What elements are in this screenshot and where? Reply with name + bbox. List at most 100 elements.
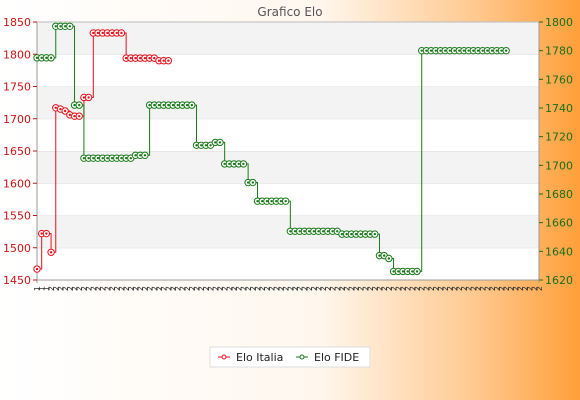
x-tick-label: 2: [272, 286, 281, 291]
x-tick-label: 2: [230, 286, 239, 291]
x-tick-label: 2: [526, 286, 535, 291]
data-point-center: [406, 270, 409, 273]
x-tick-label: 2: [314, 286, 323, 291]
data-point-center: [167, 59, 170, 62]
data-point-center: [110, 156, 114, 160]
data-point-center: [124, 156, 128, 160]
x-tick-label: 2: [310, 286, 319, 291]
y-right-tick-label: 1620: [545, 274, 573, 287]
x-tick-label: 2: [493, 286, 502, 291]
data-point-center: [143, 154, 147, 157]
x-tick-label: 2: [413, 286, 422, 291]
data-point-center: [204, 144, 208, 147]
x-tick-label: 2: [521, 286, 530, 291]
x-tick-label: 2: [61, 286, 70, 291]
data-point-center: [87, 156, 90, 160]
x-tick-label: 1: [38, 286, 47, 291]
x-tick-label: 2: [193, 286, 202, 291]
y-right-tick-label: 1700: [545, 159, 573, 172]
data-point-center: [284, 199, 287, 203]
data-point-center: [134, 154, 137, 157]
x-tick-label: 2: [347, 286, 356, 291]
data-point-center: [129, 156, 133, 160]
data-point-center: [129, 56, 133, 60]
x-tick-label: 2: [324, 286, 333, 291]
data-point-center: [495, 49, 498, 52]
legend-swatch-marker: [221, 354, 227, 360]
x-tick-label: 2: [399, 286, 408, 291]
x-tick-label: 2: [277, 286, 286, 291]
x-tick-label: 2: [282, 286, 291, 291]
data-point-center: [317, 230, 320, 233]
data-point-center: [481, 49, 484, 52]
x-tick-label: 2: [357, 286, 366, 291]
data-point-center: [49, 251, 53, 254]
x-tick-label: 2: [394, 286, 403, 291]
x-tick-label: 2: [535, 286, 544, 291]
data-point-center: [87, 96, 90, 99]
data-point-center: [190, 103, 194, 107]
x-tick-label: 2: [239, 286, 248, 291]
x-tick-label: 2: [300, 286, 309, 291]
data-point-center: [35, 56, 39, 60]
data-point-center: [490, 49, 494, 52]
data-point-center: [200, 144, 203, 147]
data-point-center: [63, 109, 67, 113]
data-point-center: [307, 230, 311, 233]
x-tick-label: 2: [258, 286, 267, 291]
data-point-center: [382, 254, 386, 257]
x-tick-label: 2: [497, 286, 506, 291]
data-point-center: [251, 181, 255, 184]
x-tick-label: 2: [483, 286, 492, 291]
x-tick-label: 2: [113, 286, 122, 291]
data-point-center: [148, 103, 151, 107]
data-point-center: [359, 232, 362, 236]
data-point-center: [364, 232, 367, 236]
data-point-center: [303, 230, 306, 233]
x-tick-label: 2: [235, 286, 244, 291]
x-tick-label: 2: [469, 286, 478, 291]
data-point-center: [162, 59, 165, 62]
x-tick-label: 2: [117, 286, 126, 291]
x-tick-label: 2: [136, 286, 145, 291]
x-tick-label: 2: [474, 286, 483, 291]
data-point-center: [340, 232, 344, 236]
data-point-center: [500, 49, 503, 52]
x-tick-label: 2: [479, 286, 488, 291]
data-point-center: [115, 156, 118, 160]
data-point-center: [289, 230, 292, 233]
x-tick-label: 2: [380, 286, 389, 291]
data-point-center: [439, 49, 442, 52]
data-point-center: [45, 232, 48, 235]
data-point-center: [458, 49, 461, 52]
x-tick-label: 2: [441, 286, 450, 291]
x-tick-label: 2: [221, 286, 230, 291]
y-left-tick-label: 1800: [3, 48, 31, 61]
data-point-center: [181, 103, 184, 107]
data-point-center: [420, 49, 423, 52]
x-tick-label: 2: [160, 286, 169, 291]
x-tick-label: 1: [33, 286, 42, 291]
x-tick-label: 2: [164, 286, 173, 291]
x-tick-label: 2: [183, 286, 192, 291]
data-point-center: [73, 103, 76, 107]
x-tick-label: 2: [371, 286, 380, 291]
grid-band: [37, 54, 539, 87]
x-tick-label: 2: [451, 286, 460, 291]
data-point-center: [214, 141, 217, 144]
y-left-tick-label: 1850: [3, 16, 31, 29]
x-tick-label: 2: [122, 286, 131, 291]
data-point-center: [54, 106, 57, 109]
data-point-center: [78, 114, 81, 118]
data-point-center: [40, 56, 43, 60]
data-point-center: [134, 56, 137, 60]
data-point-center: [237, 162, 240, 166]
data-point-center: [171, 103, 175, 107]
x-tick-label: 2: [99, 286, 108, 291]
data-point-center: [504, 49, 508, 52]
x-tick-label: 2: [211, 286, 220, 291]
legend-box: [209, 346, 371, 368]
data-point-center: [120, 31, 123, 35]
